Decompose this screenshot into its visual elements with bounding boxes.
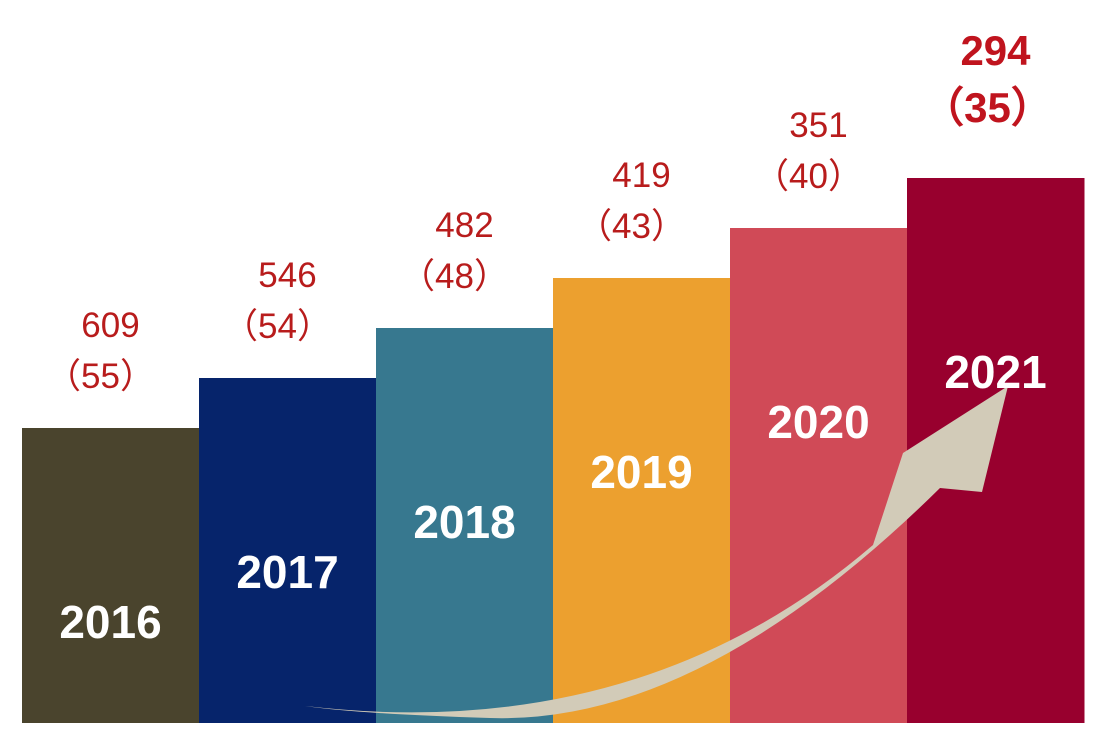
bar-2018: [376, 328, 554, 723]
value-label-2016: 609: [81, 306, 139, 345]
trend-arrow: [305, 386, 1008, 719]
value-label-2021: 294: [960, 27, 1031, 74]
category-label-2018: 2018: [413, 496, 515, 548]
labels-layer: 2016 609 （55） 2017 546 （54） 2018 482 （48） 2019 419…: [46, 27, 1053, 648]
value-label-2017: 546: [258, 256, 316, 295]
bar-2019: [553, 278, 731, 723]
sub-value-label-2018: （48）: [400, 257, 509, 296]
sub-value-label-2021: （35）: [922, 84, 1053, 131]
value-label-2018: 482: [435, 206, 493, 245]
bar-2016: [22, 428, 200, 723]
category-label-2017: 2017: [236, 546, 338, 598]
sub-value-label-2017: （54）: [223, 307, 332, 346]
bar-2017: [199, 378, 377, 723]
category-label-2019: 2019: [590, 446, 692, 498]
sub-value-label-2019: （43）: [577, 207, 686, 246]
category-label-2021: 2021: [944, 346, 1046, 398]
category-label-2016: 2016: [59, 596, 161, 648]
value-label-2020: 351: [789, 106, 847, 145]
category-label-2020: 2020: [767, 396, 869, 448]
sub-value-label-2020: （40）: [754, 157, 863, 196]
bars-layer: [22, 178, 1085, 723]
value-label-2019: 419: [612, 156, 670, 195]
bar-2020: [730, 228, 908, 723]
sub-value-label-2016: （55）: [46, 357, 155, 396]
